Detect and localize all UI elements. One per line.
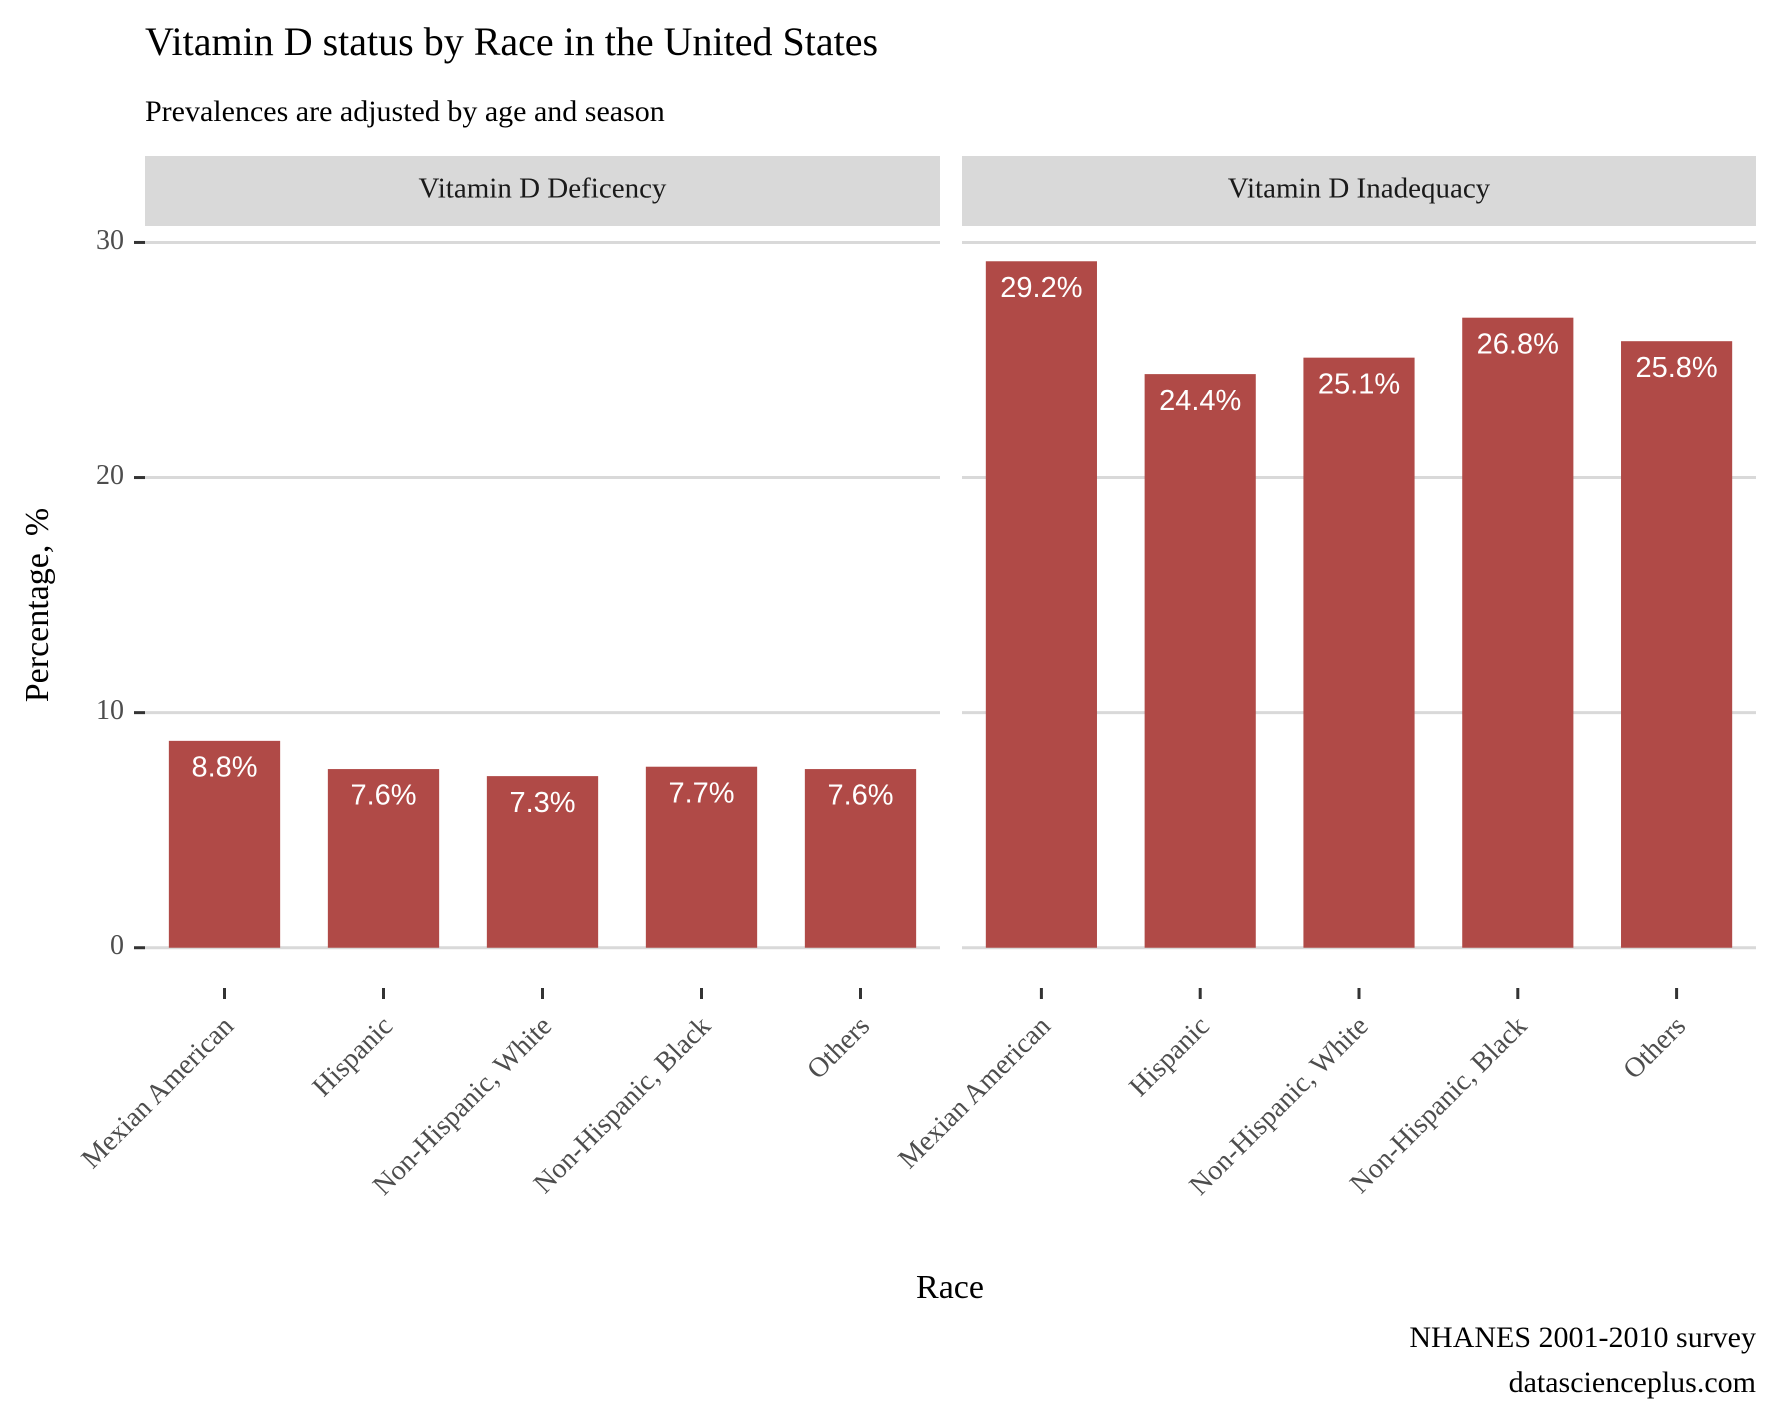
bar [645,766,758,948]
y-tick-label: 20 [96,460,124,491]
data-label: 8.8% [191,752,257,784]
x-tick-label: Non-Hispanic, Black [528,1011,717,1200]
data-label: 7.7% [668,777,734,809]
x-tick-label: Non-Hispanic, White [367,1011,558,1202]
bar [168,740,281,948]
chart-subtitle: Prevalences are adjusted by age and seas… [145,95,665,128]
x-tick-label: Hispanic [307,1011,399,1103]
y-tick-label: 30 [96,225,124,256]
y-tick-label: 0 [110,930,124,961]
data-label: 7.6% [350,780,416,812]
data-label: 7.6% [827,780,893,812]
x-tick-label: Others [801,1011,876,1086]
bar [486,776,599,948]
facet-label: Vitamin D Inadequacy [1228,173,1491,205]
facet-strip [145,156,940,226]
x-tick-label: Non-Hispanic, White [1184,1011,1375,1202]
bar [1462,317,1574,948]
x-tick-label: Non-Hispanic, Black [1344,1011,1533,1200]
caption: datascienceplus.com [1509,1366,1756,1399]
bar [1303,357,1415,948]
data-label: 25.8% [1635,352,1717,384]
bar [327,769,440,948]
caption: NHANES 2001-2010 survey [1409,1321,1756,1354]
x-tick-label: Others [1617,1011,1692,1086]
facet-label: Vitamin D Deficency [419,173,667,205]
data-label: 24.4% [1159,385,1241,417]
chart-title: Vitamin D status by Race in the United S… [145,19,878,64]
bar [804,769,917,948]
bar [1621,341,1733,948]
data-label: 25.1% [1318,368,1400,400]
x-tick-label: Mexian American [893,1011,1057,1175]
y-tick-label: 10 [96,695,124,726]
data-label: 29.2% [1000,272,1082,304]
x-axis-label: Race [916,1269,984,1306]
y-axis-label: Percentage, % [19,508,56,702]
facet-strip [962,156,1756,226]
x-tick-label: Hispanic [1123,1011,1215,1103]
data-label: 26.8% [1477,328,1559,360]
data-label: 7.3% [509,787,575,819]
x-tick-label: Mexian American [76,1011,240,1175]
bar [985,261,1097,948]
bar [1144,374,1256,948]
